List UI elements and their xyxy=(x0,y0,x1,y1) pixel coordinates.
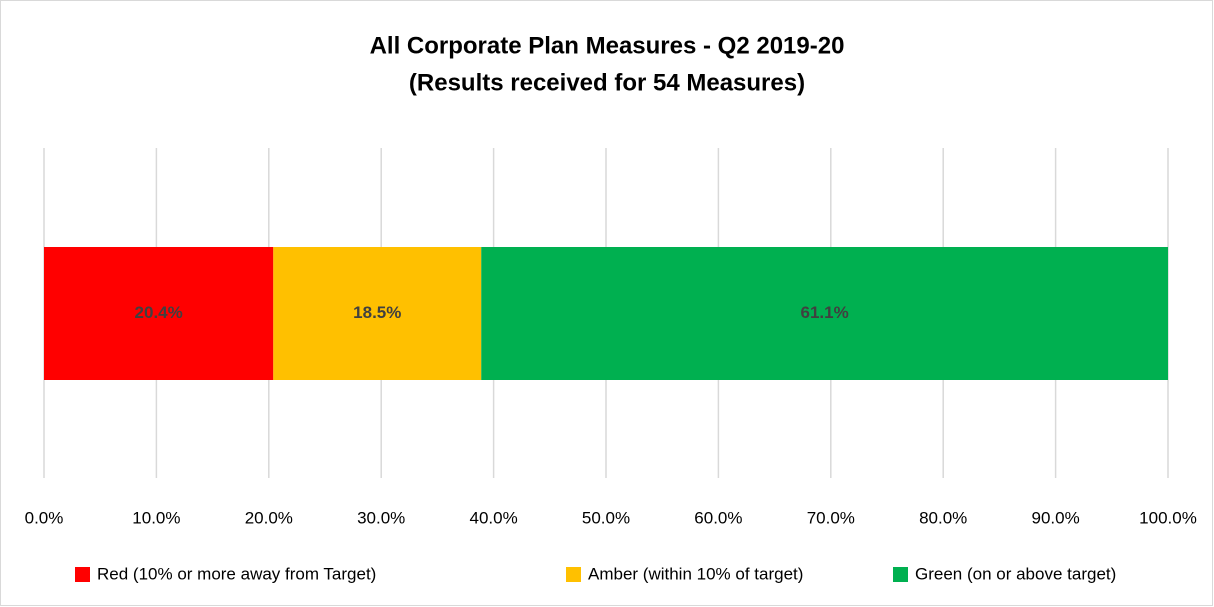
legend-label: Red (10% or more away from Target) xyxy=(97,564,376,583)
chart-subtitle: (Results received for 54 Measures) xyxy=(409,69,805,96)
data-label: 18.5% xyxy=(353,303,401,322)
x-tick-label: 20.0% xyxy=(245,508,293,527)
x-tick-label: 90.0% xyxy=(1031,508,1079,527)
x-tick-label: 70.0% xyxy=(807,508,855,527)
bar-segment xyxy=(44,247,274,380)
legend-label: Amber (within 10% of target) xyxy=(588,564,803,583)
x-tick-label: 10.0% xyxy=(132,508,180,527)
x-tick-label: 60.0% xyxy=(694,508,742,527)
legend-marker xyxy=(893,567,908,582)
x-tick-label: 30.0% xyxy=(357,508,405,527)
legend-label: Green (on or above target) xyxy=(915,564,1116,583)
x-tick-label: 40.0% xyxy=(469,508,517,527)
x-tick-label: 50.0% xyxy=(582,508,630,527)
data-label: 20.4% xyxy=(135,303,183,322)
legend-marker xyxy=(75,567,90,582)
chart-title: All Corporate Plan Measures - Q2 2019-20 xyxy=(370,32,845,59)
x-tick-label: 80.0% xyxy=(919,508,967,527)
data-label: 61.1% xyxy=(801,303,849,322)
x-tick-label: 100.0% xyxy=(1139,508,1197,527)
legend-marker xyxy=(566,567,581,582)
bar-segment xyxy=(481,247,1169,380)
x-tick-label: 0.0% xyxy=(25,508,64,527)
bar-segment xyxy=(273,247,482,380)
